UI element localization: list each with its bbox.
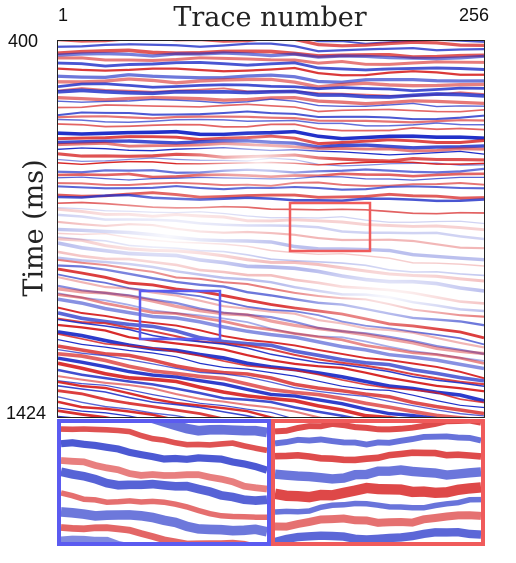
seismic-section-image: [57, 40, 485, 418]
y-end-tick: 1424: [6, 403, 47, 423]
zoom-box-blue: [138, 289, 222, 341]
y-axis-title: Time (ms): [18, 159, 50, 297]
y-start-tick: 400: [8, 31, 39, 51]
zoom-box-red: [288, 201, 372, 253]
x-start-tick: 1: [58, 5, 69, 25]
x-axis-title: Trace number: [173, 2, 367, 33]
x-end-tick: 256: [459, 5, 490, 25]
zoom-inset-blue: [57, 419, 271, 546]
zoom-inset-red: [271, 419, 485, 546]
